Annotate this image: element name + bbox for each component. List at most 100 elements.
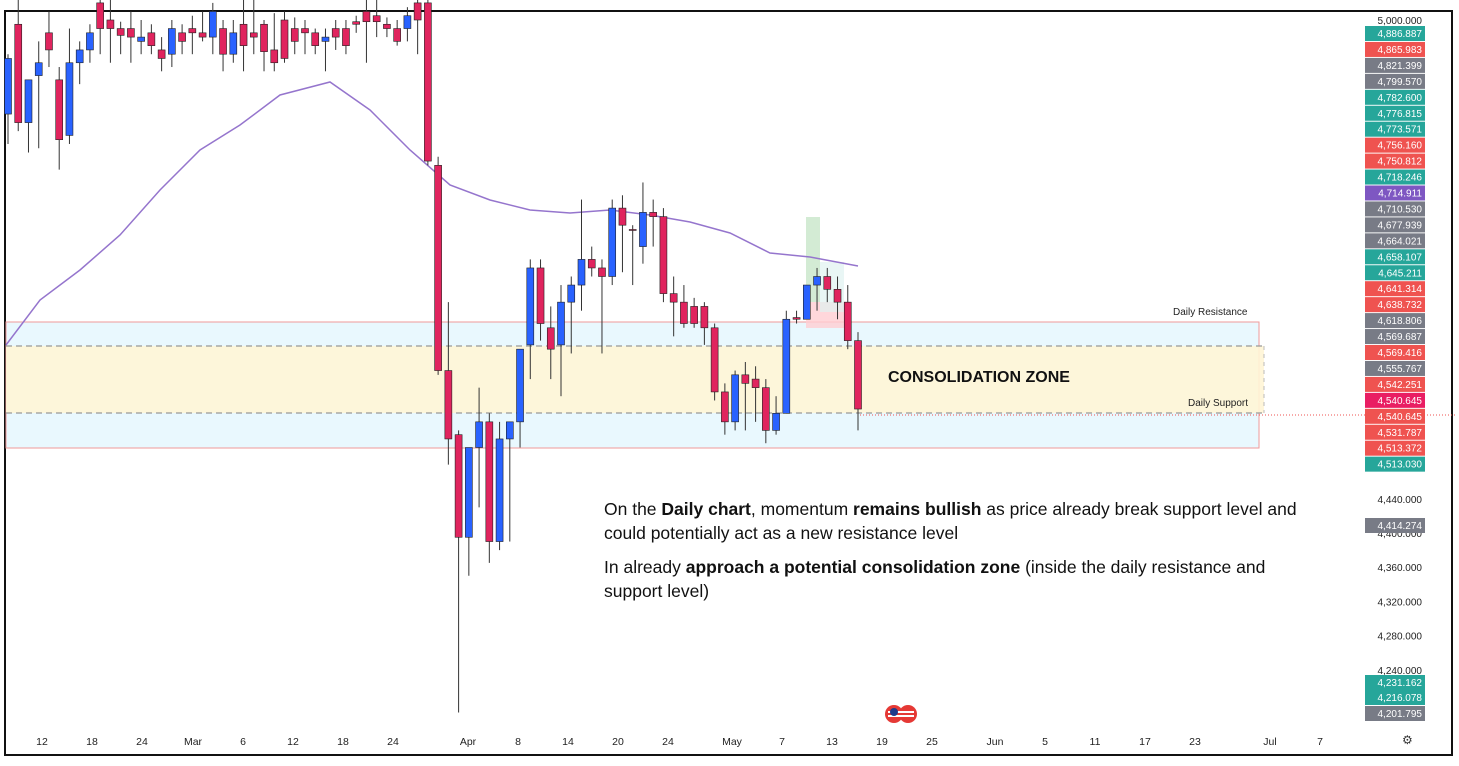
candle-body <box>147 32 156 46</box>
price-badge-label: 4,782.600 <box>1378 93 1423 104</box>
candle-body <box>65 62 74 136</box>
price-badge <box>1365 137 1425 153</box>
price-badge <box>1365 201 1425 217</box>
price-badge <box>1365 408 1425 424</box>
us-flag-icon[interactable] <box>884 704 918 724</box>
annotation-paragraph-2: In already approach a potential consolid… <box>604 557 1266 601</box>
price-badge <box>1365 217 1425 233</box>
price-badge <box>1365 105 1425 121</box>
moving-average-line <box>5 81 859 346</box>
price-badge <box>1365 169 1425 185</box>
y-tick-label: 4,280.000 <box>1378 632 1423 643</box>
price-badge-label: 4,641.314 <box>1378 284 1423 295</box>
candle-body <box>219 28 227 55</box>
candle-body <box>546 327 555 350</box>
candle-body <box>731 374 739 423</box>
price-badge <box>1365 345 1425 360</box>
y-tick-label: 4,240.000 <box>1378 666 1423 677</box>
price-badge-label: 4,773.571 <box>1378 125 1423 136</box>
price-badge-label: 4,750.812 <box>1378 157 1423 168</box>
candle-body <box>485 421 494 542</box>
price-badge-label: 4,664.021 <box>1378 236 1423 247</box>
x-tick-label: 17 <box>1139 736 1151 748</box>
x-tick-label: 5 <box>1042 736 1048 748</box>
candle-body <box>403 15 412 29</box>
price-badge-label: 4,638.732 <box>1378 300 1423 311</box>
candle-body <box>741 374 750 384</box>
price-badge-label: 4,710.530 <box>1378 204 1423 215</box>
price-badge <box>1365 233 1425 249</box>
candle-body <box>516 348 524 423</box>
price-badge <box>1365 297 1425 313</box>
price-badge-label: 4,231.162 <box>1378 678 1423 689</box>
candle-body <box>393 28 401 42</box>
price-badge <box>1365 281 1425 297</box>
price-badge <box>1365 89 1425 105</box>
candle-body <box>639 212 647 247</box>
x-tick-label: Apr <box>460 736 477 748</box>
price-badge-label: 4,756.160 <box>1378 141 1423 152</box>
candle-body <box>454 434 463 538</box>
candle-body <box>96 2 104 29</box>
price-badge <box>1365 456 1425 472</box>
candle-body <box>628 229 637 231</box>
y-tick-label: 4,320.000 <box>1378 597 1423 608</box>
x-tick-label: Jun <box>987 736 1004 748</box>
candle-body <box>618 207 627 226</box>
price-badge-label: 4,569.687 <box>1378 332 1423 343</box>
candle-body <box>823 276 832 290</box>
candle-body <box>680 301 688 324</box>
x-tick-label: 23 <box>1189 736 1201 748</box>
settings-gear-icon[interactable]: ⚙ <box>1402 733 1413 747</box>
price-badge-label: 4,201.795 <box>1378 709 1423 720</box>
candle-body <box>290 28 299 42</box>
x-tick-label: May <box>722 736 743 748</box>
price-badge <box>1365 265 1425 281</box>
x-tick-label: 7 <box>779 736 785 748</box>
price-badge <box>1365 706 1425 721</box>
x-tick-label: 19 <box>876 736 888 748</box>
candle-body <box>260 23 268 52</box>
candle-body <box>495 438 504 542</box>
candle-body <box>669 293 678 303</box>
y-tick-label: 5,000.000 <box>1378 16 1423 27</box>
candle-body <box>14 23 23 123</box>
candle-body <box>833 289 842 303</box>
candle-body <box>55 79 64 140</box>
x-tick-label: Mar <box>184 736 203 748</box>
price-badge-label: 4,513.030 <box>1378 460 1423 471</box>
candle-body <box>137 36 145 42</box>
x-tick-label: 8 <box>515 736 521 748</box>
price-badge-label: 4,513.372 <box>1378 444 1423 455</box>
x-tick-label: 13 <box>826 736 838 748</box>
candle-body <box>690 306 698 324</box>
candle-body <box>557 301 565 346</box>
candle-body <box>331 28 340 38</box>
candle-body <box>301 28 309 34</box>
candle-body <box>45 32 53 51</box>
candle-body <box>106 19 115 29</box>
x-tick-label: 24 <box>662 736 674 748</box>
candle-body <box>608 207 617 277</box>
candle-body <box>700 306 709 329</box>
candle-body <box>362 11 371 23</box>
price-badge <box>1365 424 1425 440</box>
candle-body <box>813 276 821 286</box>
candle-body <box>444 370 453 440</box>
price-badge <box>1365 26 1425 41</box>
price-badge-label: 4,865.983 <box>1378 45 1423 56</box>
candle-body <box>75 49 84 64</box>
x-tick-label: 24 <box>387 736 399 748</box>
price-badge <box>1365 675 1425 690</box>
x-tick-label: 14 <box>562 736 574 748</box>
candle-body <box>249 32 258 38</box>
candle-body <box>802 284 811 320</box>
candle-body <box>587 259 596 269</box>
price-badge-label: 4,821.399 <box>1378 61 1423 72</box>
price-badge-label: 4,414.274 <box>1378 521 1423 532</box>
x-tick-label: Jul <box>1263 736 1276 748</box>
candle-body <box>168 28 176 55</box>
candle-body <box>229 32 238 55</box>
candle-body <box>178 32 186 42</box>
